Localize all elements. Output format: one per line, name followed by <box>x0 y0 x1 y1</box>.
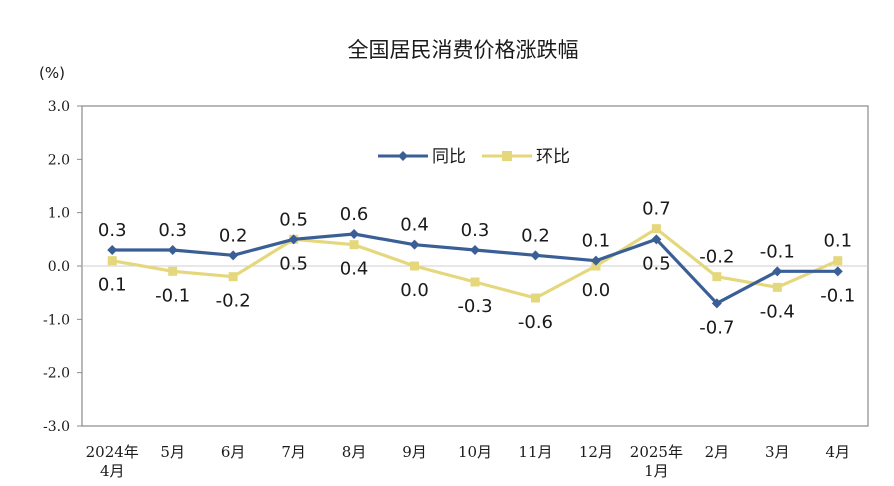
x-tick-label: 10月 <box>458 443 492 461</box>
data-label-yoy: 0.4 <box>400 215 429 236</box>
data-label-yoy: 0.5 <box>642 253 671 274</box>
point-mom <box>168 266 178 276</box>
data-label-yoy: 0.3 <box>461 220 490 241</box>
point-yoy <box>651 234 662 245</box>
point-yoy <box>772 266 783 277</box>
data-label-yoy: 0.5 <box>279 253 308 274</box>
data-label-yoy: 0.2 <box>219 225 248 246</box>
data-label-yoy: 0.3 <box>158 220 187 241</box>
point-yoy <box>409 239 420 250</box>
data-label-mom: -0.6 <box>518 312 553 333</box>
point-mom <box>349 240 359 250</box>
point-mom <box>410 261 420 271</box>
point-mom <box>833 256 843 266</box>
y-axis-ticks: 3.0 2.0 1.0 0.0 -1.0 -2.0 -3.0 <box>43 99 82 435</box>
point-mom <box>651 224 661 234</box>
x-tick-label: 4月 <box>825 443 850 461</box>
point-mom <box>470 277 480 287</box>
data-label-yoy: 0.2 <box>521 225 550 246</box>
data-label-yoy: -0.1 <box>760 241 795 262</box>
y-tick-label: 1.0 <box>48 206 70 222</box>
series-lines <box>107 224 843 309</box>
point-yoy <box>349 229 360 239</box>
data-labels: 0.3 0.1 0.3 -0.1 0.2 -0.2 0.5 0.5 0.6 0.4 0.4 0.0 0.… <box>98 199 855 339</box>
legend-label-mom: 环比 <box>536 147 570 167</box>
x-tick-label: 7月 <box>281 443 306 461</box>
point-yoy <box>530 250 541 261</box>
x-tick-label: 12月 <box>579 443 613 461</box>
y-tick-label: 3.0 <box>48 99 70 115</box>
data-label-mom: -0.2 <box>699 247 734 268</box>
data-label-mom: 0.0 <box>400 280 429 301</box>
point-yoy <box>590 255 601 266</box>
data-label-mom: 0.7 <box>642 199 671 220</box>
data-label-yoy: 0.3 <box>98 220 127 241</box>
y-axis-unit: (%) <box>39 64 65 82</box>
data-label-mom: -0.3 <box>457 296 492 317</box>
x-tick-label: 2月 <box>705 443 730 461</box>
point-yoy <box>470 245 480 255</box>
data-label-yoy: 0.6 <box>340 204 369 225</box>
x-tick-label: 9月 <box>402 443 427 461</box>
data-label-mom: 0.5 <box>279 209 308 230</box>
point-yoy <box>107 245 118 255</box>
x-tick-label: 6月 <box>221 443 246 461</box>
data-label-mom: 0.4 <box>340 259 369 280</box>
y-tick-label: -1.0 <box>43 312 70 328</box>
point-mom <box>712 272 722 282</box>
point-yoy <box>832 266 843 277</box>
legend-marker-yoy <box>398 151 408 161</box>
data-label-yoy: 0.1 <box>582 231 611 252</box>
data-label-yoy: -0.1 <box>820 285 855 306</box>
data-label-mom: -0.1 <box>155 285 190 306</box>
x-tick-label: 8月 <box>342 443 367 461</box>
data-label-mom: 0.0 <box>582 280 611 301</box>
chart-title: 全国居民消费价格涨跌幅 <box>348 38 579 62</box>
x-tick-label: 1月 <box>644 462 669 480</box>
y-tick-label: 2.0 <box>48 152 70 168</box>
y-tick-label: -3.0 <box>43 419 70 435</box>
legend: 同比 环比 <box>378 147 570 167</box>
data-label-mom: -0.4 <box>760 301 795 322</box>
point-yoy <box>228 250 239 261</box>
point-mom <box>591 261 601 271</box>
x-tick-label: 4月 <box>100 462 125 480</box>
y-tick-label: 0.0 <box>48 259 70 275</box>
data-label-mom: 0.1 <box>98 275 127 296</box>
point-mom <box>772 282 782 292</box>
data-label-yoy: -0.7 <box>699 317 734 338</box>
point-yoy <box>711 298 722 309</box>
x-tick-label: 11月 <box>518 443 552 461</box>
point-yoy <box>167 245 178 255</box>
x-tick-label: 2025年 <box>630 443 683 461</box>
legend-marker-mom <box>502 151 512 161</box>
x-tick-label: 3月 <box>765 443 790 461</box>
x-tick-label: 5月 <box>160 443 185 461</box>
legend-label-yoy: 同比 <box>432 147 466 167</box>
point-mom <box>228 272 238 282</box>
point-mom <box>530 293 540 303</box>
data-label-mom: 0.1 <box>823 231 852 252</box>
x-tick-label: 2024年 <box>86 443 139 461</box>
data-label-mom: -0.2 <box>216 291 251 312</box>
point-yoy <box>288 234 299 245</box>
y-tick-label: -2.0 <box>43 366 70 382</box>
point-mom <box>107 256 117 266</box>
